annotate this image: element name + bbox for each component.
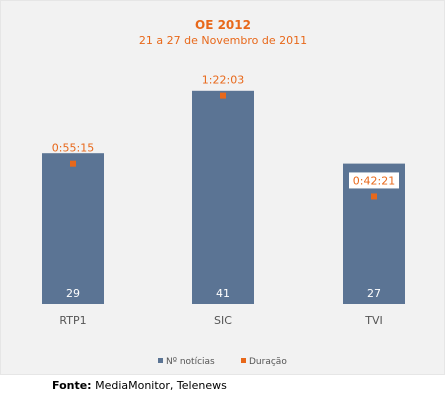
category-label: SIC xyxy=(214,314,232,327)
bar-rtp1 xyxy=(42,153,104,304)
legend-swatch-noticias xyxy=(158,358,163,363)
bar-value-label: 41 xyxy=(216,287,230,300)
duration-label: 0:42:21 xyxy=(353,174,395,187)
chart-svg: OE 2012 21 a 27 de Novembro de 2011 29 RT… xyxy=(42,18,405,367)
source-text: MediaMonitor, Telenews xyxy=(95,379,227,392)
duration-label: 0:55:15 xyxy=(52,142,94,155)
duration-label: 1:22:03 xyxy=(202,74,244,87)
legend-label-noticias: Nº notícias xyxy=(166,357,215,367)
duration-marker-sic xyxy=(220,92,226,99)
source-line: Fonte: MediaMonitor, Telenews xyxy=(52,379,227,392)
duration-marker-tvi xyxy=(371,193,377,200)
bar-sic xyxy=(192,90,254,304)
chart-title: OE 2012 xyxy=(195,18,251,32)
legend-swatch-duracao xyxy=(241,358,246,363)
category-label: RTP1 xyxy=(59,314,86,327)
legend-label-duracao: Duração xyxy=(249,357,287,367)
chart-frame: OE 2012 21 a 27 de Novembro de 2011 29 RT… xyxy=(0,0,445,375)
duration-marker-rtp1 xyxy=(70,160,76,167)
bar-value-label: 29 xyxy=(66,287,80,300)
duration-label-bg xyxy=(349,172,399,189)
bar-value-label: 27 xyxy=(367,287,381,300)
chart-subtitle: 21 a 27 de Novembro de 2011 xyxy=(139,34,307,47)
category-label: TVI xyxy=(364,314,383,327)
source-label: Fonte: xyxy=(52,379,92,392)
